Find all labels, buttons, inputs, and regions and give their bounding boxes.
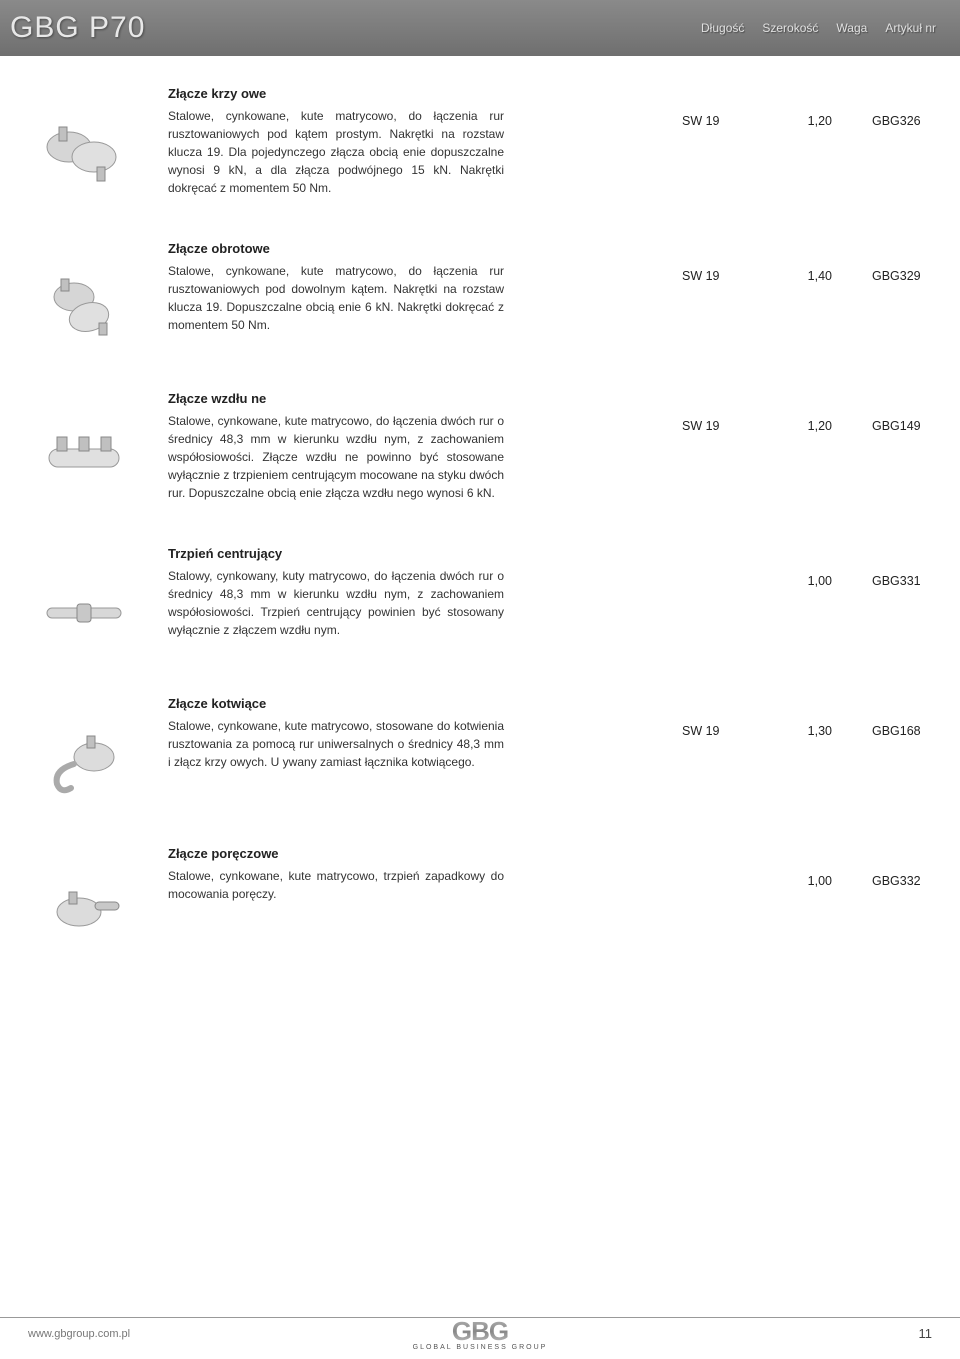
footer-logo-main: GBG xyxy=(413,1316,548,1347)
product-row: Złącze poręczowe Stalowe, cynkowane, kut… xyxy=(24,846,936,952)
product-weight: 1,40 xyxy=(782,269,832,283)
product-row: Trzpień centrujący Stalowy, cynkowany, k… xyxy=(24,546,936,652)
product-sw: SW 19 xyxy=(682,419,742,433)
clamp-swivel-icon xyxy=(39,267,129,347)
page-title: GBG P70 xyxy=(10,11,145,45)
page-number: 11 xyxy=(919,1326,933,1341)
product-weight: 1,20 xyxy=(782,114,832,128)
column-headers: Długość Szerokość Waga Artykuł nr xyxy=(701,21,936,35)
product-data-row: 1,00 GBG331 xyxy=(524,546,936,588)
product-image-clamp-swivel xyxy=(24,241,144,347)
product-title: Trzpień centrujący xyxy=(168,546,504,561)
product-data-row: SW 19 1,20 GBG326 xyxy=(524,86,936,128)
product-text-block: Złącze obrotowe Stalowe, cynkowane, kute… xyxy=(144,241,524,334)
product-description: Stalowe, cynkowane, kute matrycowo, do ł… xyxy=(168,107,504,197)
product-sw xyxy=(682,874,742,888)
clamp-sleeve-icon xyxy=(39,417,129,497)
clamp-rail-icon xyxy=(39,872,129,952)
clamp-cross-icon xyxy=(39,112,129,192)
col-length: Długość xyxy=(701,21,744,35)
content-area: Złącze krzy owe Stalowe, cynkowane, kute… xyxy=(0,56,960,952)
product-title: Złącze wzdłu ne xyxy=(168,391,504,406)
product-article: GBG329 xyxy=(872,269,936,283)
product-image-clamp-rail xyxy=(24,846,144,952)
product-sw xyxy=(682,574,742,588)
product-title: Złącze krzy owe xyxy=(168,86,504,101)
product-description: Stalowe, cynkowane, kute matrycowo, trzp… xyxy=(168,867,504,903)
product-article: GBG149 xyxy=(872,419,936,433)
pin-icon xyxy=(39,572,129,652)
product-row: Złącze wzdłu ne Stalowe, cynkowane, kute… xyxy=(24,391,936,502)
product-description: Stalowe, cynkowane, kute matrycowo, stos… xyxy=(168,717,504,771)
product-image-clamp-anchor xyxy=(24,696,144,802)
footer-logo-sub: GLOBAL BUSINESS GROUP xyxy=(413,1344,548,1351)
product-description: Stalowe, cynkowane, kute matrycowo, do ł… xyxy=(168,262,504,334)
product-article: GBG168 xyxy=(872,724,936,738)
col-weight: Waga xyxy=(836,21,867,35)
product-description: Stalowy, cynkowany, kuty matrycowo, do ł… xyxy=(168,567,504,639)
clamp-anchor-icon xyxy=(39,722,129,802)
product-data-row: SW 19 1,40 GBG329 xyxy=(524,241,936,283)
page-footer: www.gbgroup.com.pl GBG GLOBAL BUSINESS G… xyxy=(0,1317,960,1341)
product-sw: SW 19 xyxy=(682,114,742,128)
product-title: Złącze kotwiące xyxy=(168,696,504,711)
product-title: Złącze poręczowe xyxy=(168,846,504,861)
product-row: Złącze obrotowe Stalowe, cynkowane, kute… xyxy=(24,241,936,347)
product-image-clamp-sleeve xyxy=(24,391,144,497)
product-article: GBG326 xyxy=(872,114,936,128)
product-image-clamp-cross xyxy=(24,86,144,192)
product-image-pin xyxy=(24,546,144,652)
product-data-row: 1,00 GBG332 xyxy=(524,846,936,888)
product-title: Złącze obrotowe xyxy=(168,241,504,256)
product-text-block: Złącze kotwiące Stalowe, cynkowane, kute… xyxy=(144,696,524,771)
product-weight: 1,30 xyxy=(782,724,832,738)
product-text-block: Trzpień centrujący Stalowy, cynkowany, k… xyxy=(144,546,524,639)
product-data-row: SW 19 1,20 GBG149 xyxy=(524,391,936,433)
product-description: Stalowe, cynkowane, kute matrycowo, do ł… xyxy=(168,412,504,502)
footer-logo: GBG GLOBAL BUSINESS GROUP xyxy=(413,1316,548,1351)
product-text-block: Złącze poręczowe Stalowe, cynkowane, kut… xyxy=(144,846,524,903)
footer-url: www.gbgroup.com.pl xyxy=(28,1328,130,1340)
col-width: Szerokość xyxy=(762,21,818,35)
product-row: Złącze krzy owe Stalowe, cynkowane, kute… xyxy=(24,86,936,197)
product-article: GBG332 xyxy=(872,874,936,888)
product-sw: SW 19 xyxy=(682,269,742,283)
product-weight: 1,20 xyxy=(782,419,832,433)
product-data-row: SW 19 1,30 GBG168 xyxy=(524,696,936,738)
col-article: Artykuł nr xyxy=(885,21,936,35)
product-sw: SW 19 xyxy=(682,724,742,738)
product-text-block: Złącze wzdłu ne Stalowe, cynkowane, kute… xyxy=(144,391,524,502)
product-weight: 1,00 xyxy=(782,574,832,588)
product-weight: 1,00 xyxy=(782,874,832,888)
product-row: Złącze kotwiące Stalowe, cynkowane, kute… xyxy=(24,696,936,802)
header-bar: GBG P70 Długość Szerokość Waga Artykuł n… xyxy=(0,0,960,56)
product-text-block: Złącze krzy owe Stalowe, cynkowane, kute… xyxy=(144,86,524,197)
product-article: GBG331 xyxy=(872,574,936,588)
